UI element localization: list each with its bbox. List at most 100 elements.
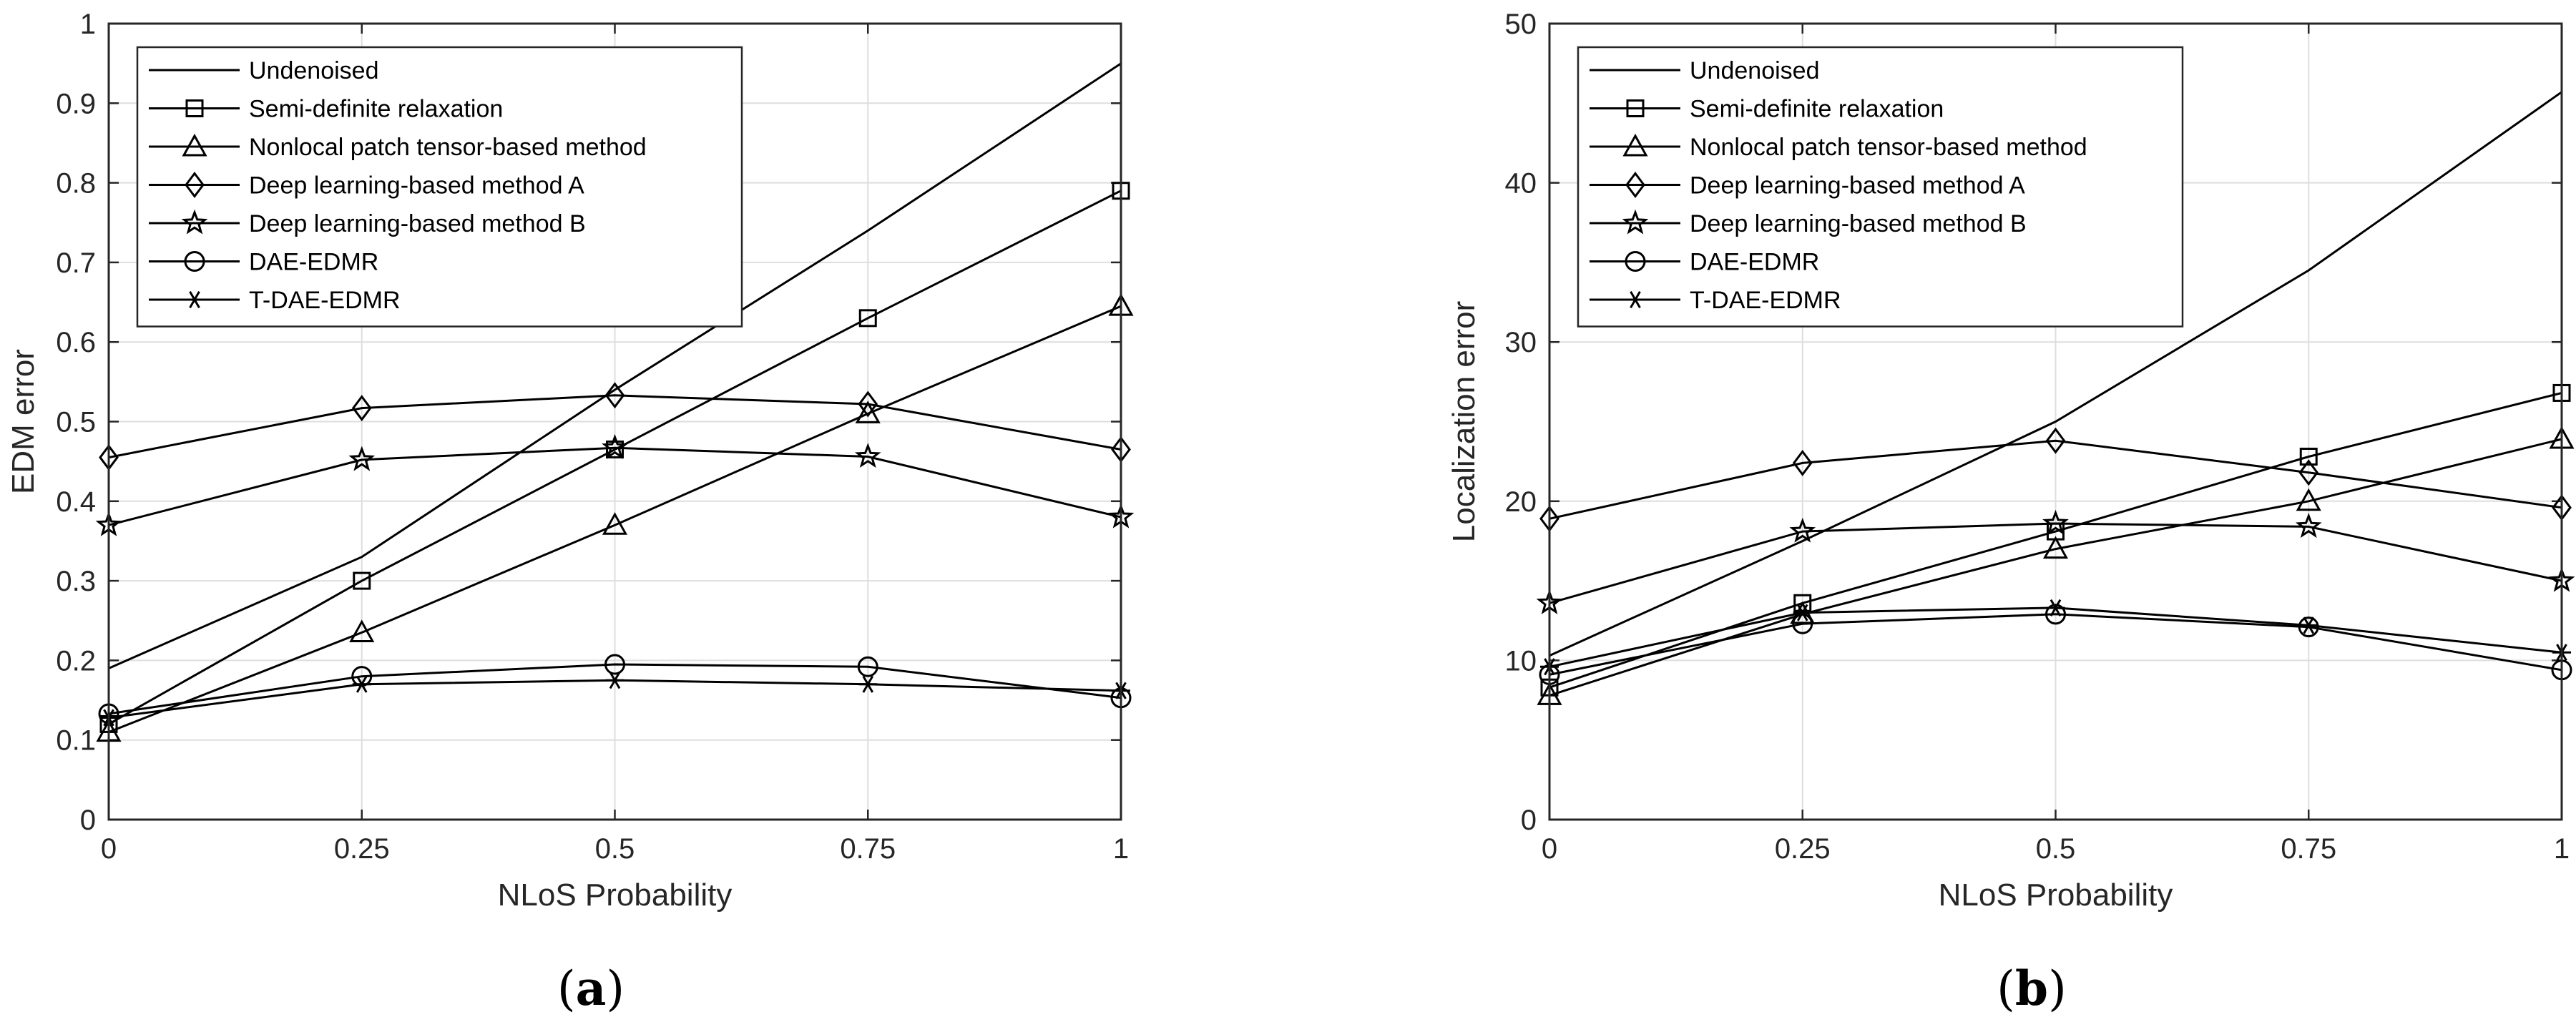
panel-a-series-dae-edmr-point (857, 656, 878, 677)
panel-b-legend-item-dae-edmr-label: DAE-EDMR (1690, 249, 1819, 276)
panel-a-series-t-dae-edmr-point (858, 675, 878, 693)
panel-a-series-nonlocal-patch-tensor-based-method-point (602, 512, 628, 535)
panel-b-legend-item-nonlocal-patch-tensor-based-method: Nonlocal patch tensor-based method (1590, 133, 2087, 161)
panel-a-series-dae-edmr-point (604, 654, 625, 675)
panel-a-legend: Undenoised Semi-definite relaxation Nonloc… (136, 46, 743, 328)
panel-b-series-deep-learning-based-method-a-point (2298, 459, 2319, 486)
panel-a-x-tick-label: 0 (101, 833, 117, 865)
panel-a-legend-item-t-dae-edmr-marker (185, 290, 204, 309)
panel-a-series-semi-definite-relaxation-line (108, 190, 1122, 725)
panel-b-series-t-dae-edmr-point (2299, 616, 2318, 634)
panel-b-caption: (b) (1997, 960, 2067, 1016)
panel-a-y-tick-label: 0 (80, 805, 96, 836)
panel-a-axes-box (107, 22, 1122, 821)
panel-b-legend-item-t-dae-edmr: T-DAE-EDMR (1590, 287, 1841, 314)
panel-a-series-undenoised-line (108, 62, 1122, 669)
panel-a-legend-item-semi-definite-relaxation-label: Semi-definite relaxation (249, 96, 503, 123)
panel-b-legend-item-nonlocal-patch-tensor-based-method-marker (1622, 133, 1648, 157)
panel-a-x-tick-label: 0.25 (334, 833, 390, 865)
panel-a-series-deep-learning-based-method-b-point (348, 446, 376, 471)
panel-a-legend-item-deep-learning-based-method-b: Deep learning-based method B (149, 209, 586, 237)
panel-a-legend-item-deep-learning-based-method-a: Deep learning-based method A (149, 172, 584, 200)
panel-a-series-t-dae-edmr-point (605, 672, 625, 689)
panel-b-y-tick-label: 10 (1505, 645, 1537, 677)
panel-b-series-deep-learning-based-method-a-point (2045, 427, 2066, 454)
panel-b-series-nonlocal-patch-tensor-based-method-point (2042, 536, 2069, 559)
panel-a-y-tick-label: 0.3 (56, 566, 96, 597)
panel-a-legend-item-dae-edmr: DAE-EDMR (149, 249, 378, 276)
panel-a-legend-item-deep-learning-based-method-a-label: Deep learning-based method A (249, 172, 584, 200)
panel-b-legend-item-dae-edmr-marker (1625, 251, 1646, 272)
panel-a-legend-item-t-dae-edmr-label: T-DAE-EDMR (249, 287, 401, 314)
panel-a-series-deep-learning-based-method-b-line (108, 446, 1122, 526)
panel-a-legend-item-dae-edmr-marker (184, 251, 205, 272)
panel-b-y-axis-label: Localization error (1446, 301, 1482, 543)
panel-a-legend-item-nonlocal-patch-tensor-based-method-label: Nonlocal patch tensor-based method (249, 134, 647, 161)
panel-a-legend-item-undenoised: Undenoised (149, 57, 378, 84)
panel-b-y-tick-label: 30 (1505, 327, 1537, 358)
panel-b-legend-box (1577, 46, 2184, 328)
panel-b-legend-item-t-dae-edmr-label: T-DAE-EDMR (1690, 287, 1841, 314)
panel-a-series-semi-definite-relaxation-point (353, 571, 371, 590)
panel-b-x-tick-label: 0 (1542, 833, 1557, 865)
panel-a-series-deep-learning-based-method-b-point (602, 433, 628, 459)
panel-a-legend-box (136, 46, 743, 328)
panel-a-series-semi-definite-relaxation-point (606, 440, 624, 458)
panel-b-legend-item-deep-learning-based-method-a: Deep learning-based method A (1590, 172, 2025, 200)
panel-a-x-tick-label: 0.5 (595, 833, 635, 865)
panel-b-series-dae-edmr-line (1549, 613, 2562, 676)
panel-a-y-tick-label: 0.7 (56, 247, 96, 279)
panel-a-y-tick-label: 1 (80, 9, 96, 40)
panel-b-series-deep-learning-based-method-a-line (1549, 439, 2562, 520)
panel-b-legend-item-t-dae-edmr-marker (1626, 290, 1645, 309)
panel-b-series-deep-learning-based-method-b (1536, 509, 2575, 614)
panel-a-series-deep-learning-based-method-a-point (858, 390, 878, 418)
panel-b-legend-item-semi-definite-relaxation-label: Semi-definite relaxation (1690, 96, 1944, 123)
panel-b-series-undenoised-line (1549, 91, 2562, 657)
panel-b-series-t-dae-edmr-point (1793, 604, 1812, 621)
panel-b-x-axis-label: NLoS Probability (1939, 878, 2173, 913)
panel-b-legend-item-undenoised-label: Undenoised (1690, 57, 1819, 84)
panel-b-legend: Undenoised Semi-definite relaxation Nonloc… (1577, 46, 2184, 328)
panel-a-series-nonlocal-patch-tensor-based-method-point (349, 619, 375, 642)
panel-a-series-deep-learning-based-method-a-point (351, 395, 372, 422)
panel-a-legend-item-deep-learning-based-method-a-marker (185, 172, 205, 198)
panel-b-series-deep-learning-based-method-b-point (1789, 517, 1816, 543)
panel-b-chart: 0 0.25 0.5 0.75 101020304050UndenoisedSemi-d… (1446, 9, 2575, 1016)
panel-a-series-undenoised (108, 62, 1122, 669)
panel-b-series-deep-learning-based-method-b-point (2042, 509, 2069, 535)
panel-a-series-nonlocal-patch-tensor-based-method-line (108, 305, 1122, 733)
panel-b-legend-item-semi-definite-relaxation-marker (1626, 99, 1645, 117)
panel-a-y-tick-label: 0.8 (56, 168, 96, 200)
panel-b-legend-item-deep-learning-based-method-a-label: Deep learning-based method A (1690, 172, 2025, 200)
panel-b-series-semi-definite-relaxation-point (2299, 447, 2318, 466)
panel-b-y-tick-label: 50 (1505, 9, 1537, 40)
panel-a-y-tick-label: 0.2 (56, 645, 96, 677)
panel-b-series-dae-edmr-point (2045, 604, 2066, 625)
panel-b-series-nonlocal-patch-tensor-based-method-point (2296, 488, 2321, 511)
panel-a-caption: (a) (557, 960, 625, 1016)
panel-b-series-deep-learning-based-method-a-point (1792, 449, 1813, 476)
panel-a-x-axis-label: NLoS Probability (498, 878, 733, 913)
panel-a-series-dae-edmr-line (108, 663, 1122, 715)
panel-b-series-t-dae-edmr-point (2046, 599, 2065, 616)
panel-a-series-deep-learning-based-method-b-point (854, 443, 881, 468)
panel-a-y-tick-label: 0.6 (56, 327, 96, 358)
panel-b-x-tick-label: 0.75 (2281, 833, 2336, 865)
panel-a-legend-item-undenoised-label: Undenoised (249, 57, 378, 84)
panel-a-y-tick-label: 0.4 (56, 486, 96, 518)
panel-a-series-deep-learning-based-method-a-point (604, 382, 625, 409)
panel-b-legend-item-deep-learning-based-method-b: Deep learning-based method B (1590, 209, 2027, 237)
panel-a-legend-item-semi-definite-relaxation: Semi-definite relaxation (149, 96, 503, 123)
panel-b-legend-item-deep-learning-based-method-b-marker (1622, 209, 1649, 235)
panel-a-x-tick-label: 1 (1113, 833, 1129, 865)
panel-b-legend-item-semi-definite-relaxation: Semi-definite relaxation (1590, 96, 1944, 123)
panel-b-x-tick-label: 0.5 (2036, 833, 2076, 865)
panel-b-legend-item-undenoised: Undenoised (1590, 57, 1819, 84)
panel-a-y-tick-label: 0.9 (56, 88, 96, 119)
panel-b-series-deep-learning-based-method-a (1539, 427, 2572, 532)
panel-a-series-semi-definite-relaxation-point (858, 309, 877, 328)
panel-b-series-deep-learning-based-method-b-point (2295, 513, 2322, 539)
panel-b-legend-item-nonlocal-patch-tensor-based-method-label: Nonlocal patch tensor-based method (1690, 134, 2087, 161)
